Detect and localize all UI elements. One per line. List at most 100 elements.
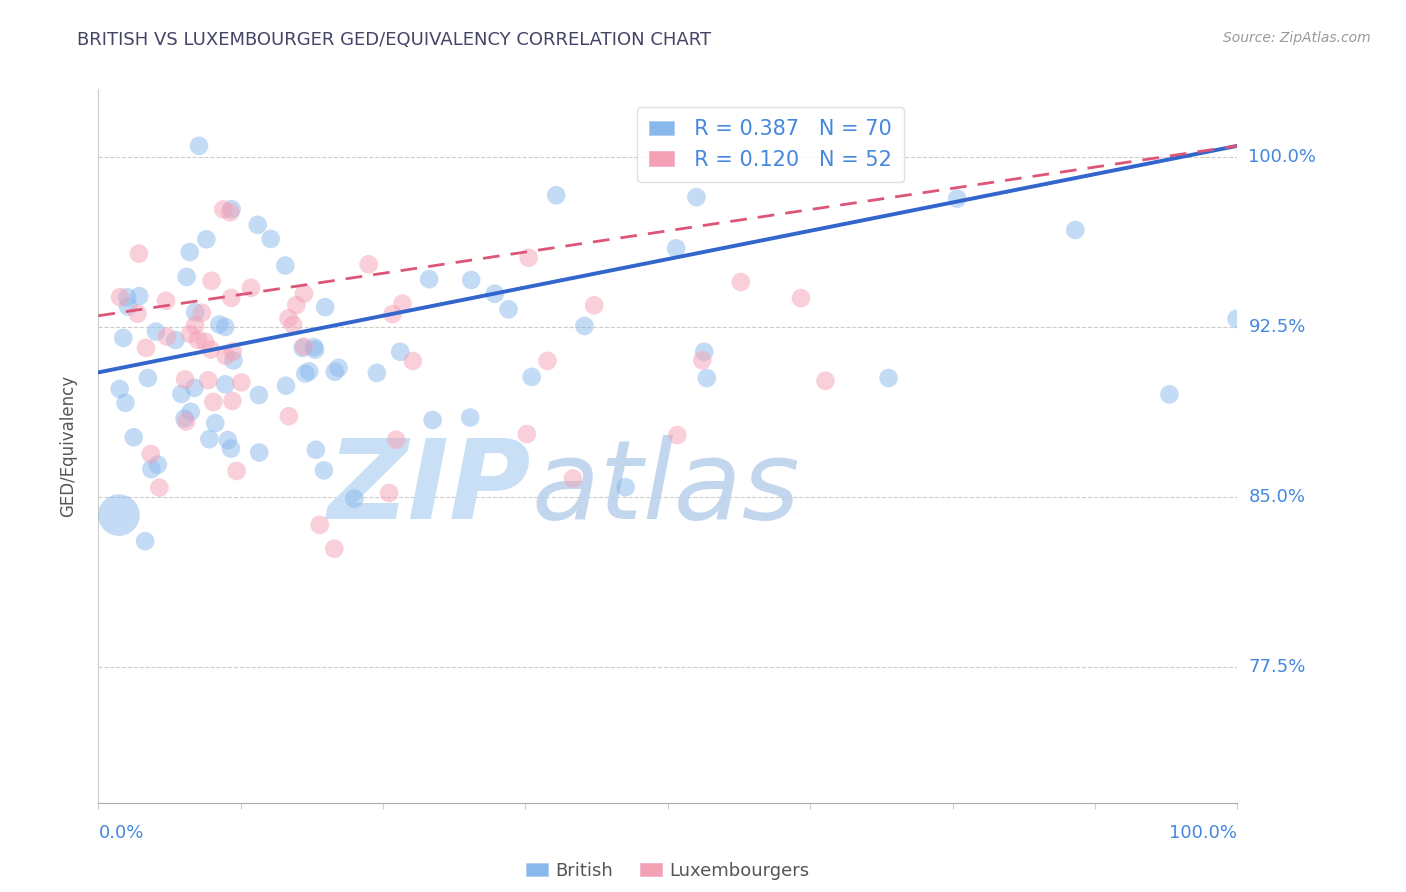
Point [366,366,388,380]
Point [173,411,195,425]
Point [155,293,177,308]
Point [696,371,718,385]
Point [115,290,138,304]
Point [219,291,242,305]
Point [246,218,269,232]
Point [219,442,242,456]
Point [328,360,350,375]
Point [277,311,299,326]
Point [191,306,214,320]
Point [174,372,197,386]
Point [562,471,585,485]
Point [685,190,707,204]
Point [291,341,314,355]
Point [108,382,131,396]
Point [208,318,231,332]
Point [274,259,297,273]
Point [134,534,156,549]
Point [170,387,193,401]
Point [135,341,157,355]
Point [122,430,145,444]
Point [460,273,482,287]
Point [308,517,330,532]
Point [323,365,346,379]
Point [174,415,197,429]
Point [292,340,315,354]
Point [418,272,440,286]
Point [458,410,481,425]
Point [666,428,689,442]
Text: Source: ZipAtlas.com: Source: ZipAtlas.com [1223,31,1371,45]
Point [1226,312,1249,326]
Point [184,318,207,333]
Point [285,298,308,312]
Point [314,300,336,314]
Point [188,138,211,153]
Point [184,305,207,319]
Point [343,491,366,506]
Point [946,192,969,206]
Point [225,464,247,478]
Point [194,334,217,349]
Point [176,269,198,284]
Point [302,340,325,354]
Point [281,318,304,332]
Point [690,353,713,368]
Point [730,275,752,289]
Point [156,329,179,343]
Point [484,286,506,301]
Point [221,344,243,359]
Text: 77.5%: 77.5% [1249,658,1306,676]
Point [1159,387,1181,401]
Point [187,333,209,347]
Point [212,202,235,217]
Point [260,232,283,246]
Point [165,333,187,347]
Point [214,377,236,392]
Point [520,370,543,384]
Point [877,371,900,385]
Point [498,302,520,317]
Point [693,344,716,359]
Point [127,307,149,321]
Point [294,367,316,381]
Point [108,290,131,304]
Point [180,405,202,419]
Point [422,413,444,427]
Point [790,291,813,305]
Text: atlas: atlas [531,435,800,542]
Point [139,447,162,461]
Point [148,481,170,495]
Text: 0.0%: 0.0% [98,824,143,842]
Point [215,349,238,363]
Point [312,463,335,477]
Point [274,378,297,392]
Point [357,257,380,271]
Point [183,381,205,395]
Point [202,395,225,409]
Point [391,296,413,310]
Text: 92.5%: 92.5% [1249,318,1306,336]
Point [198,432,221,446]
Point [298,364,321,378]
Point [517,251,540,265]
Point [146,458,169,472]
Text: ZIP: ZIP [328,435,531,542]
Point [614,480,637,494]
Point [141,462,163,476]
Text: 85.0%: 85.0% [1249,488,1305,506]
Point [221,202,243,217]
Point [114,396,136,410]
Point [381,307,404,321]
Point [217,433,239,447]
Point [583,298,606,312]
Point [1064,223,1087,237]
Y-axis label: GED/Equivalency: GED/Equivalency [59,375,77,517]
Point [305,442,328,457]
Point [402,354,425,368]
Point [378,486,401,500]
Point [516,427,538,442]
Point [304,343,326,357]
Point [128,246,150,260]
Point [385,433,408,447]
